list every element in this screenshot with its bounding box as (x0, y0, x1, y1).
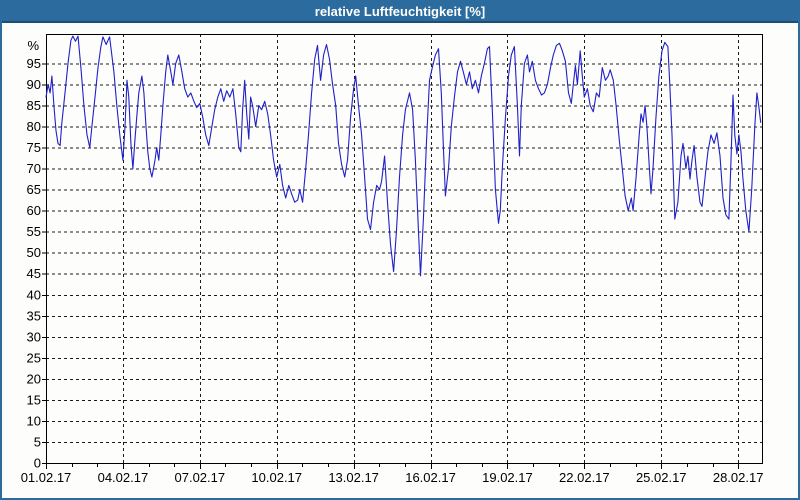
series-line (45, 35, 762, 277)
y-tick-label: 85 (27, 98, 41, 113)
y-tick-label: 10 (27, 413, 41, 428)
y-tick-label: 25 (27, 350, 41, 365)
y-tick-label: 5 (34, 434, 41, 449)
x-tick-label: 10.02.17 (251, 470, 302, 485)
chart-title-bar: relative Luftfeuchtigkeit [%] (2, 2, 798, 23)
x-tick-label: 19.02.17 (482, 470, 533, 485)
y-tick-label: 30 (27, 329, 41, 344)
y-tick-label: 15 (27, 392, 41, 407)
y-tick-label: 40 (27, 287, 41, 302)
gridlines (46, 34, 762, 463)
y-tick-label: 55 (27, 224, 41, 239)
y-tick-label: 60 (27, 203, 41, 218)
x-tick-label: 25.02.17 (636, 470, 687, 485)
y-tick-label: 75 (27, 140, 41, 155)
x-tick-label: 22.02.17 (559, 470, 610, 485)
y-tick-label: 80 (27, 119, 41, 134)
y-tick-label: 20 (27, 371, 41, 386)
y-tick-label: 90 (27, 77, 41, 92)
plot-border (46, 34, 763, 464)
chart-title: relative Luftfeuchtigkeit [%] (314, 4, 486, 19)
x-tick-label: 16.02.17 (405, 470, 456, 485)
x-tick-label: 07.02.17 (175, 470, 226, 485)
y-axis-unit-label: % (27, 38, 39, 53)
x-tick-label: 01.02.17 (21, 470, 72, 485)
x-tick-label: 13.02.17 (328, 470, 379, 485)
y-tick-label: 95 (27, 56, 41, 71)
x-tick-label: 04.02.17 (98, 470, 149, 485)
axis-ticks (42, 63, 739, 469)
x-axis-labels: 01.02.17 04.02.17 07.02.17 10.02.17 13.02.17… (21, 470, 764, 485)
y-tick-label: 35 (27, 308, 41, 323)
y-tick-label: 50 (27, 245, 41, 260)
humidity-line-chart: 05101520253035404550556065707580859095%0… (21, 34, 764, 485)
y-tick-label: 70 (27, 161, 41, 176)
y-tick-label: 0 (34, 456, 41, 471)
y-axis-labels: 0 5 10 15 20 25 30 35 40 45 50 55 60 65 70 75 80 85 90 95% (27, 38, 41, 471)
x-tick-label: 28.02.17 (713, 470, 764, 485)
y-tick-label: 65 (27, 182, 41, 197)
y-tick-label: 45 (27, 266, 41, 281)
